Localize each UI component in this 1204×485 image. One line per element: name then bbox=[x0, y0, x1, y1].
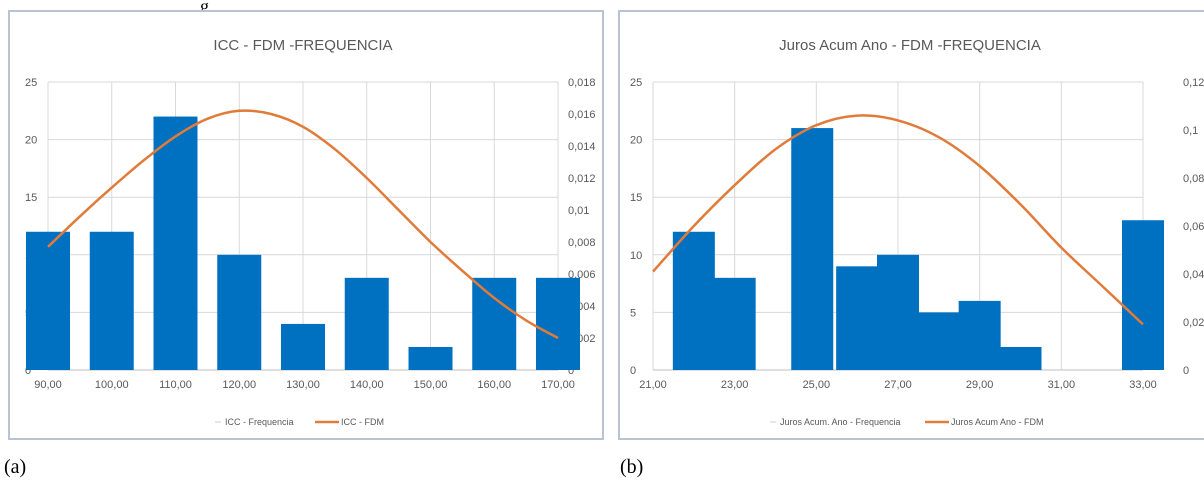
chart-title: Juros Acum Ano - FDM -FREQUENCIA bbox=[779, 37, 1041, 54]
bar bbox=[89, 231, 134, 370]
x-tick-label: 110,00 bbox=[159, 379, 192, 391]
y-left-tick-label: 15 bbox=[630, 192, 642, 204]
y-right-tick-label: 0,1 bbox=[1183, 125, 1198, 137]
legend-label-frequencia: Juros Acum. Ano - Frequencia bbox=[780, 417, 901, 427]
y-right-tick-label: 0,016 bbox=[568, 109, 596, 121]
fdm-line bbox=[47, 109, 559, 340]
y-left-tick-label: 0 bbox=[630, 365, 636, 377]
y-right-tick-label: 0,02 bbox=[1183, 317, 1204, 329]
bar bbox=[26, 231, 70, 370]
y-right-tick-label: 0,08 bbox=[1183, 173, 1204, 185]
legend-label-fdm: ICC - FDM bbox=[341, 417, 384, 427]
bar bbox=[836, 266, 879, 370]
y-right-tick-label: 0,06 bbox=[1183, 221, 1204, 233]
figure-caption-fragment: g bbox=[200, 0, 209, 16]
bar bbox=[917, 312, 960, 370]
x-tick-label: 25,00 bbox=[803, 379, 831, 391]
y-left-tick-label: 0 bbox=[25, 365, 31, 377]
y-right-tick-label: 0,12 bbox=[1183, 77, 1204, 89]
bar bbox=[672, 231, 715, 370]
bar bbox=[791, 128, 834, 370]
sub-label-a: (a) bbox=[4, 456, 27, 478]
x-tick-label: 21,00 bbox=[639, 379, 667, 391]
y-left-tick-label: 20 bbox=[25, 135, 37, 147]
x-tick-label: 23,00 bbox=[721, 379, 749, 391]
x-tick-label: 150,00 bbox=[414, 379, 448, 391]
x-tick-label: 100,00 bbox=[95, 379, 129, 391]
bar bbox=[999, 346, 1042, 370]
bar bbox=[472, 277, 517, 370]
y-right-tick-label: 0,014 bbox=[568, 141, 596, 153]
chart-title: ICC - FDM -FREQUENCIA bbox=[213, 37, 392, 54]
x-tick-label: 140,00 bbox=[350, 379, 384, 391]
x-tick-label: 27,00 bbox=[884, 379, 912, 391]
y-right-tick-label: 0,018 bbox=[568, 77, 596, 89]
bar bbox=[713, 277, 756, 370]
bar bbox=[958, 300, 1001, 370]
chart-juros-svg: Juros Acum Ano - FDM -FREQUENCIA 0 5 10 15 20… bbox=[630, 37, 1204, 427]
bar bbox=[1122, 220, 1164, 370]
fdm-line bbox=[652, 114, 1144, 326]
bar bbox=[281, 323, 325, 370]
x-tick-label: 90,00 bbox=[34, 379, 62, 391]
y-left-tick-label: 25 bbox=[630, 77, 642, 89]
y-left-tick-label: 25 bbox=[25, 77, 37, 89]
bar bbox=[153, 116, 198, 370]
x-tick-label: 120,00 bbox=[222, 379, 256, 391]
x-tick-label: 31,00 bbox=[1048, 379, 1076, 391]
y-left-tick-label: 5 bbox=[630, 307, 636, 319]
bar bbox=[408, 346, 453, 370]
chart-panel-juros: Juros Acum Ano - FDM -FREQUENCIA 0 5 10 15 20… bbox=[618, 10, 1204, 440]
bar bbox=[344, 277, 389, 370]
y-right-tick-label: 0,01 bbox=[568, 205, 589, 217]
y-right-tick-label: 0,008 bbox=[568, 237, 596, 249]
legend-label-frequencia: ICC - Frequencia bbox=[225, 417, 294, 427]
chart-panel-icc: ICC - FDM -FREQUENCIA051015202500,0020,0… bbox=[8, 10, 604, 440]
sub-label-b: (b) bbox=[620, 456, 644, 478]
y-left-tick-label: 15 bbox=[25, 192, 37, 204]
x-tick-label: 33,00 bbox=[1129, 379, 1157, 391]
y-right-tick-label: 0,012 bbox=[568, 173, 596, 185]
y-right-tick-label: 0 bbox=[568, 365, 574, 377]
legend-label-fdm: Juros Acum Ano - FDM bbox=[951, 417, 1044, 427]
x-tick-label: 170,00 bbox=[541, 379, 575, 391]
x-tick-label: 29,00 bbox=[966, 379, 994, 391]
x-tick-label: 130,00 bbox=[286, 379, 320, 391]
bar bbox=[217, 254, 262, 370]
y-right-tick-label: 0,04 bbox=[1183, 269, 1204, 281]
y-left-tick-label: 20 bbox=[630, 135, 642, 147]
bar bbox=[877, 254, 919, 370]
y-right-tick-label: 0 bbox=[1183, 365, 1189, 377]
chart-icc-svg: ICC - FDM -FREQUENCIA051015202500,0020,0… bbox=[25, 37, 596, 427]
x-tick-label: 160,00 bbox=[477, 379, 511, 391]
bar bbox=[536, 277, 580, 370]
y-left-tick-label: 10 bbox=[630, 250, 642, 262]
